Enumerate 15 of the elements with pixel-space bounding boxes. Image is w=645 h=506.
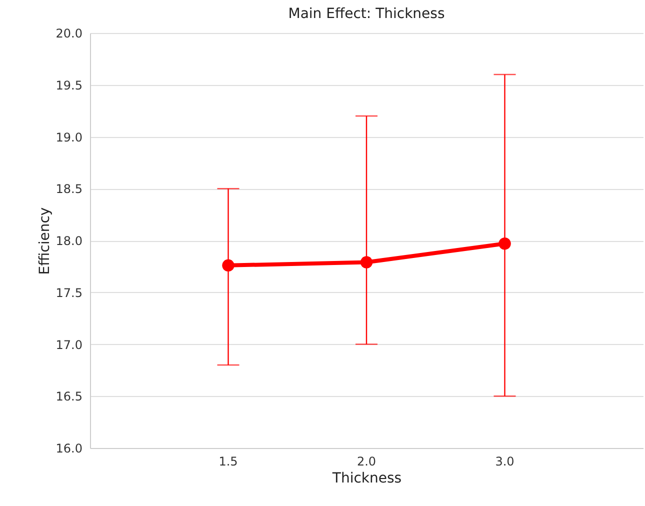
y-tick-label: 17.5	[56, 286, 82, 300]
y-tick-label: 18.0	[56, 234, 82, 248]
x-axis-title: Thickness	[331, 470, 402, 486]
y-tick-label: 19.5	[56, 78, 82, 92]
x-tick-label: 3.0	[495, 454, 514, 468]
y-tick-label: 16.0	[56, 442, 82, 456]
y-axis-title: Efficiency	[36, 207, 53, 275]
y-tick-label: 20.0	[56, 26, 82, 40]
x-tick-label: 1.5	[218, 454, 238, 468]
chart-title: Main Effect: Thickness	[288, 6, 445, 22]
y-tick-label: 17.0	[56, 338, 82, 352]
y-tick-label: 19.0	[56, 130, 82, 144]
y-tick-label: 18.5	[56, 182, 82, 196]
y-tick-label: 16.5	[56, 390, 82, 404]
x-tick-label: 2.0	[356, 454, 376, 468]
